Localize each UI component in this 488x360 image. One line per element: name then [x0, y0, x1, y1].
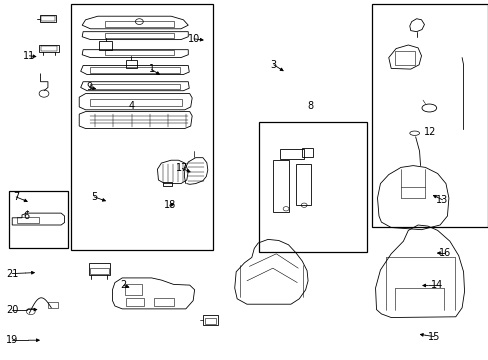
Text: 3: 3 [270, 60, 276, 70]
Text: 11: 11 [23, 51, 36, 61]
Text: 13: 13 [435, 195, 448, 205]
Text: 9: 9 [86, 82, 92, 93]
Text: 5: 5 [91, 192, 97, 202]
Text: 2: 2 [121, 280, 126, 291]
Text: 8: 8 [307, 101, 313, 111]
Text: 7: 7 [13, 192, 19, 202]
Text: 17: 17 [176, 163, 188, 174]
Text: 18: 18 [163, 200, 176, 210]
Text: 12: 12 [423, 127, 436, 138]
Text: 10: 10 [187, 34, 200, 44]
Text: 1: 1 [148, 64, 154, 75]
Text: 19: 19 [6, 335, 19, 345]
Text: 4: 4 [129, 101, 135, 111]
Text: 16: 16 [438, 248, 450, 258]
Text: 21: 21 [6, 269, 19, 279]
Text: 20: 20 [6, 305, 19, 315]
Text: 14: 14 [429, 280, 442, 291]
Text: 15: 15 [427, 332, 440, 342]
Text: 6: 6 [24, 211, 30, 221]
